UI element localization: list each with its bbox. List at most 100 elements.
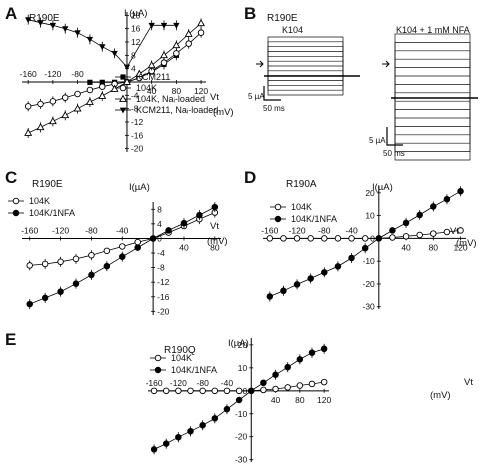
current-trace xyxy=(391,33,478,99)
y-tick-label: 0 xyxy=(157,233,162,243)
data-point xyxy=(334,263,342,270)
x-tick-label: -160 xyxy=(21,225,38,235)
data-point xyxy=(334,235,342,242)
data-point xyxy=(49,98,57,105)
y-tick-label: -20 xyxy=(363,279,376,289)
x-tick-label: -40 xyxy=(221,378,234,388)
x-tick-label: -80 xyxy=(197,378,210,388)
y-tick-label: 16 xyxy=(131,24,141,34)
x-tick-label: -160 xyxy=(20,69,37,79)
scale-bar-current-label: 5 µA xyxy=(248,92,265,101)
panel-b-construct: R190E xyxy=(267,13,298,24)
data-point xyxy=(24,17,32,24)
data-point xyxy=(266,235,274,242)
data-point xyxy=(348,235,355,242)
data-point xyxy=(160,22,168,29)
scale-bar xyxy=(386,127,403,146)
data-point xyxy=(172,41,181,49)
y-tick-label: -12 xyxy=(157,277,170,287)
y-tick-label: 20 xyxy=(238,340,248,350)
data-point xyxy=(389,227,396,234)
scale-bar xyxy=(263,86,281,101)
data-point xyxy=(197,19,206,27)
data-point xyxy=(321,269,328,276)
data-point xyxy=(293,235,301,242)
x-tick-label: -120 xyxy=(52,225,69,235)
data-point xyxy=(211,415,219,422)
y-tick-label: 4 xyxy=(131,64,136,74)
data-point xyxy=(284,384,291,391)
y-tick-label: -20 xyxy=(157,306,170,316)
panel-a-construct: R190E xyxy=(29,13,60,24)
data-point xyxy=(321,235,328,242)
y-tick-label: -16 xyxy=(131,130,144,140)
data-point xyxy=(184,29,193,37)
x-tick-label: 80 xyxy=(210,242,220,252)
x-tick-label: -160 xyxy=(146,378,163,388)
data-point xyxy=(187,387,194,395)
current-trace xyxy=(391,50,478,99)
legend-label: KCM211 xyxy=(136,72,170,82)
legend-marker xyxy=(154,354,162,362)
data-point xyxy=(103,262,111,270)
current-trace xyxy=(264,70,360,77)
y-tick-label: -8 xyxy=(157,263,165,273)
x-tick-label: -160 xyxy=(261,225,278,235)
data-point xyxy=(26,300,33,308)
trace-label-k104: K104 xyxy=(282,25,303,35)
x-axis-label: Vt xyxy=(450,226,459,237)
x-tick-label: -80 xyxy=(85,225,98,235)
data-point xyxy=(280,287,287,295)
data-point xyxy=(320,345,328,353)
x-tick-label: -40 xyxy=(116,225,129,235)
data-point xyxy=(134,238,141,246)
data-point xyxy=(88,251,95,259)
data-point xyxy=(37,100,44,108)
current-trace xyxy=(391,97,478,152)
y-tick-label: 20 xyxy=(131,10,141,20)
x-tick-label: 40 xyxy=(147,86,157,96)
data-point xyxy=(348,254,355,262)
data-point xyxy=(180,219,188,227)
data-point xyxy=(235,396,243,404)
x-tick-label: 80 xyxy=(172,86,182,96)
data-point xyxy=(361,244,369,252)
data-point xyxy=(443,228,451,236)
trace-group-k104 xyxy=(264,36,360,96)
data-point xyxy=(41,294,49,302)
panel-e-construct: R190Q xyxy=(164,345,196,356)
data-point xyxy=(284,363,291,371)
data-point xyxy=(402,233,410,240)
data-point xyxy=(389,234,396,241)
data-point xyxy=(375,235,383,242)
data-point xyxy=(175,433,182,441)
current-trace xyxy=(264,75,360,91)
data-point xyxy=(199,422,206,429)
data-point xyxy=(123,64,131,71)
data-point xyxy=(99,44,106,51)
y-axis-label: I (µA) xyxy=(124,8,147,19)
current-trace xyxy=(391,67,478,99)
legend-marker xyxy=(119,94,127,102)
current-trace xyxy=(391,97,478,144)
y-tick-label: 10 xyxy=(365,211,375,221)
x-tick-label: -120 xyxy=(289,225,306,235)
data-point xyxy=(149,235,157,242)
data-point xyxy=(211,387,219,395)
data-point xyxy=(402,219,410,227)
data-point xyxy=(57,258,64,266)
data-point xyxy=(162,440,170,447)
data-point xyxy=(211,203,219,211)
data-point xyxy=(74,30,81,37)
x-tick-label: 40 xyxy=(271,395,281,405)
y-tick-label: 8 xyxy=(157,204,162,214)
y-tick-label: -12 xyxy=(131,117,144,127)
data-point xyxy=(296,356,304,363)
legend-marker xyxy=(12,197,20,205)
y-tick-label: -20 xyxy=(131,144,144,154)
panel-letter-a: A xyxy=(5,4,17,23)
x-tick-label: 120 xyxy=(194,86,208,96)
data-point xyxy=(72,255,80,263)
